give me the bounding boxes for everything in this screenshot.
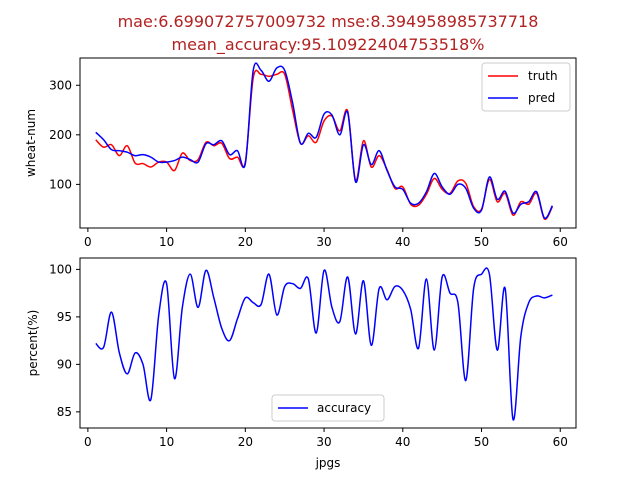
- top-subplot: 0 10 20 30 40 50 60 100 200 300 wheat-num truth p…: [24, 57, 577, 249]
- bottom-ytick-label: 90: [57, 357, 72, 371]
- bottom-xtick-label: 60: [553, 435, 568, 449]
- top-ytick-label: 300: [49, 78, 72, 92]
- legend-truth-label: truth: [528, 69, 558, 83]
- bottom-xtick-label: 40: [395, 435, 410, 449]
- bottom-xtick-label: 50: [474, 435, 489, 449]
- bottom-xtick-label: 30: [316, 435, 331, 449]
- bottom-legend-box: [271, 394, 385, 422]
- bottom-xtick-label: 20: [238, 435, 253, 449]
- title-line-2: mean_accuracy:95.10922404753518%: [172, 35, 485, 55]
- top-xtick-label: 60: [553, 235, 568, 249]
- bottom-xtick-label: 0: [84, 435, 92, 449]
- bottom-ytick-label: 100: [49, 262, 72, 276]
- top-xtick-label: 10: [159, 235, 174, 249]
- top-xtick-label: 40: [395, 235, 410, 249]
- bottom-xlabel: jpgs: [315, 456, 341, 470]
- top-xtick-label: 20: [238, 235, 253, 249]
- bottom-xtick-label: 10: [159, 435, 174, 449]
- legend-pred-label: pred: [528, 91, 555, 105]
- top-legend: truth pred: [481, 62, 571, 112]
- legend-accuracy-label: accuracy: [317, 401, 371, 415]
- series-accuracy-line: [95, 267, 553, 421]
- top-ytick-label: 200: [49, 128, 72, 142]
- top-xtick-label: 50: [474, 235, 489, 249]
- bottom-legend: accuracy: [271, 394, 385, 422]
- series-pred-line: [95, 62, 554, 220]
- bottom-subplot: 0 10 20 30 40 50 60 85 90 95 100 percent(%) jpgs a…: [26, 257, 577, 470]
- top-xtick-label: 30: [316, 235, 331, 249]
- bottom-axes-frame: [79, 257, 577, 429]
- bottom-ylabel: percent(%): [26, 310, 40, 377]
- series-truth-line: [95, 69, 554, 221]
- top-axes-frame: [79, 57, 577, 229]
- top-ytick-label: 100: [49, 177, 72, 191]
- bottom-ytick-label: 95: [57, 310, 72, 324]
- top-legend-box: [481, 62, 571, 112]
- top-ylabel: wheat-num: [24, 109, 38, 177]
- title-line-1: mae:6.699072757009732 mse:8.394958985737…: [118, 12, 539, 31]
- top-xtick-label: 0: [84, 235, 92, 249]
- bottom-ytick-label: 85: [57, 405, 72, 419]
